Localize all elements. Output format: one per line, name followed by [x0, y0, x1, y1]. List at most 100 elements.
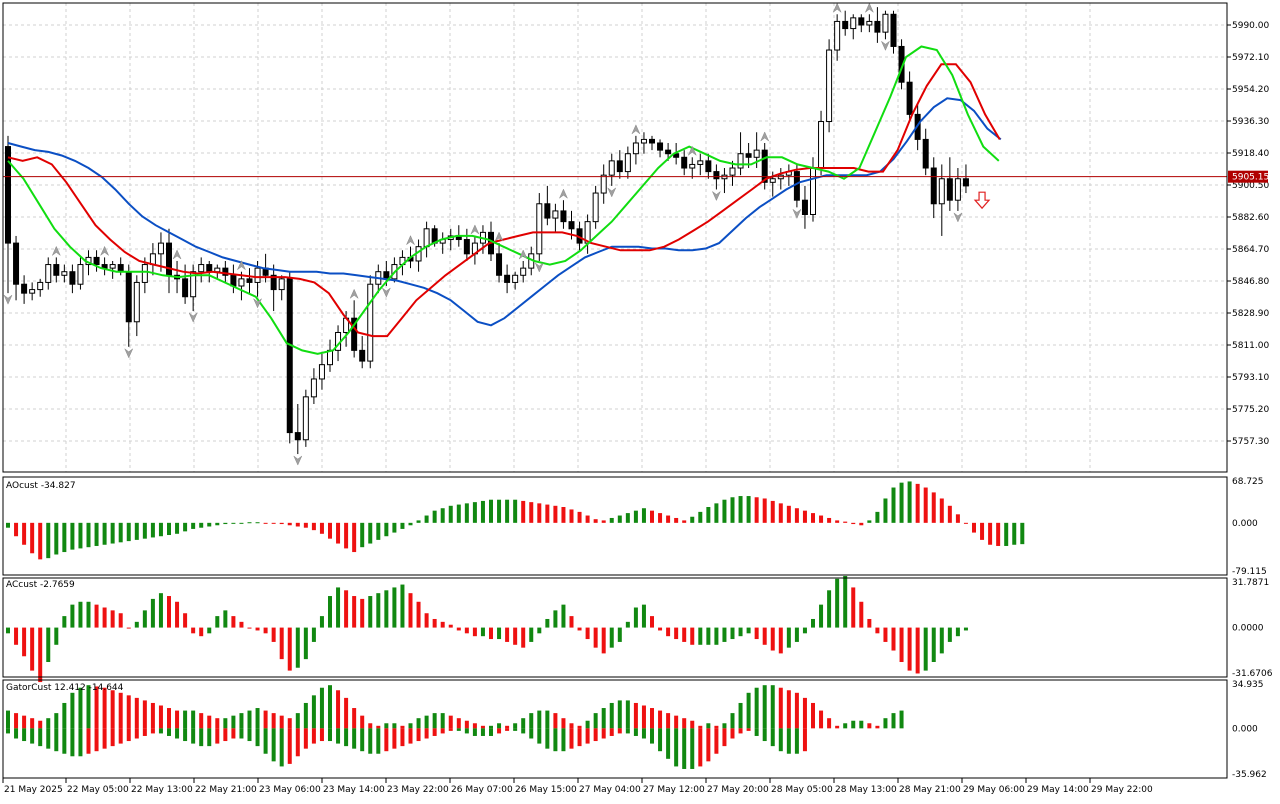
- ac-bar: [650, 616, 654, 628]
- bull-candle: [882, 13, 889, 33]
- gator-lower-bar: [609, 728, 614, 736]
- bull-candle: [133, 281, 140, 323]
- bear-candle: [166, 242, 172, 276]
- gator-upper-bar: [239, 713, 244, 729]
- gator-lower-bar: [134, 728, 139, 739]
- gator-lower-bar: [513, 728, 518, 731]
- ao-bar: [794, 508, 799, 523]
- ac-bar: [746, 627, 751, 634]
- ao-bar: [158, 522, 163, 537]
- price-scale-label: 5954.20: [1232, 85, 1269, 95]
- gator-upper-bar: [191, 710, 196, 729]
- time-axis-label: 27 May 20:00: [707, 785, 769, 795]
- gator-lower-bar: [175, 728, 180, 739]
- gator-lower-bar: [400, 728, 405, 747]
- ac-panel[interactable]: 31.7871 0.0000 -31.6706: [6, 575, 1273, 683]
- ac-bar: [400, 584, 405, 628]
- ac-bar: [6, 627, 10, 634]
- bull-candle: [536, 203, 543, 255]
- bear-candle: [761, 149, 768, 183]
- main-price-panel[interactable]: 5905.15: [3, 2, 1269, 466]
- ao-bar: [939, 498, 944, 523]
- gator-upper-bar: [336, 690, 341, 729]
- ao-bar: [778, 503, 783, 523]
- ac-bar: [46, 627, 51, 663]
- ac-bar: [223, 610, 228, 628]
- gator-upper-bar: [167, 708, 171, 729]
- bear-candle: [230, 274, 237, 287]
- gator-upper-bar: [287, 718, 292, 729]
- ao-bar: [738, 496, 743, 523]
- gator-lower-bar: [352, 728, 357, 749]
- gator-upper-bar: [811, 702, 815, 729]
- gator-upper-bar: [118, 692, 123, 729]
- gator-lower-bar: [738, 728, 743, 734]
- bull-candle: [29, 289, 36, 294]
- gator-upper-bar: [521, 718, 526, 729]
- ao-bar: [191, 522, 196, 529]
- ao-bar: [295, 522, 300, 527]
- gator-lower-bar: [22, 728, 27, 742]
- ac-bar: [191, 627, 196, 634]
- ac-bar: [150, 598, 155, 628]
- ac-bar: [827, 590, 832, 628]
- gator-upper-bar: [360, 715, 365, 729]
- gator-lower-bar: [480, 728, 485, 736]
- gator-upper-bar: [859, 720, 864, 729]
- ao-bar: [215, 522, 220, 526]
- ac-bar: [915, 627, 920, 674]
- fractal-arrow-icon: [953, 212, 963, 223]
- ao-bar: [456, 504, 461, 523]
- time-axis-label: 29 May 22:00: [1091, 785, 1153, 795]
- ao-bar: [167, 522, 171, 536]
- ao-bar: [569, 509, 574, 523]
- gator-lower-bar: [94, 728, 99, 752]
- gator-lower-bar: [183, 728, 188, 742]
- ao-bar: [223, 522, 228, 525]
- gator-lower-bar: [521, 728, 526, 734]
- gator-upper-bar: [545, 710, 550, 729]
- gator-upper-bar: [376, 725, 381, 729]
- gator-lower-bar: [617, 728, 622, 734]
- gator-upper-bar: [142, 700, 147, 729]
- bull-candle: [310, 378, 317, 398]
- ao-bar: [287, 522, 292, 526]
- ac-bar: [392, 587, 397, 628]
- ac-bar: [110, 610, 115, 628]
- gator-upper-bar: [786, 690, 791, 729]
- gator-upper-bar: [78, 687, 83, 729]
- ac-bar: [666, 627, 671, 637]
- ao-bar: [480, 500, 485, 523]
- ac-bar: [489, 627, 493, 640]
- gator-upper-bar: [843, 723, 848, 729]
- fractal-arrow-icon: [3, 294, 13, 305]
- ao-bar: [70, 522, 75, 550]
- gator-upper-bar: [722, 723, 727, 729]
- gator-upper-bar: [295, 713, 300, 729]
- ac-bar: [255, 627, 260, 631]
- ao-panel[interactable]: 68.725 0.000 -79.115: [6, 477, 1267, 577]
- bull-candle: [37, 281, 44, 291]
- ac-bar: [134, 621, 139, 628]
- ac-bar: [432, 618, 437, 628]
- gator-panel[interactable]: 34.935 0.000 -35.962: [6, 680, 1267, 780]
- gator-lower-bar: [770, 728, 775, 747]
- bull-candle: [818, 121, 825, 169]
- ac-bar: [207, 627, 212, 634]
- ac-bar: [287, 627, 292, 671]
- panel-frame-ac: [2, 577, 1228, 678]
- gator-upper-bar: [698, 725, 703, 729]
- gator-upper-bar: [585, 720, 590, 729]
- ao-bar: [303, 522, 308, 528]
- bull-candle: [238, 278, 245, 287]
- gator-lower-bar: [287, 728, 292, 764]
- gator-upper-bar: [794, 692, 799, 729]
- ao-bar: [344, 522, 349, 549]
- current-price-label: 5905.15: [1232, 173, 1269, 183]
- ao-bar: [175, 522, 180, 534]
- bull-candle: [954, 178, 961, 201]
- bull-candle: [157, 242, 164, 255]
- ao-bar: [279, 522, 284, 525]
